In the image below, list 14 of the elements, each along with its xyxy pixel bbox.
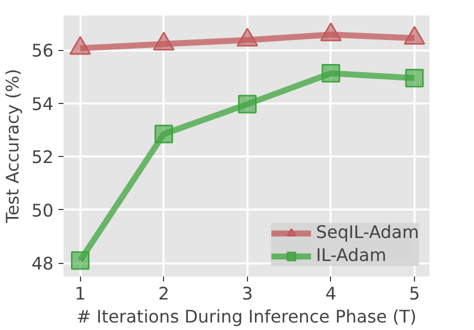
x-tick-label: 4 (325, 284, 336, 304)
y-tick-label: 50 (31, 201, 54, 222)
y-tick-label: 56 (31, 42, 54, 62)
x-tick-label: 3 (242, 284, 253, 304)
legend-label: IL-Adam (316, 246, 386, 266)
y-axis-title: Test Accuracy (%) (3, 68, 24, 224)
legend-label: SeqIL-Adam (316, 223, 419, 243)
x-tick-label: 2 (158, 284, 170, 304)
y-tick-label: 52 (31, 148, 54, 168)
x-axis-title: # Iterations During Inference Phase (T) (76, 308, 417, 328)
x-tick-label: 1 (74, 284, 86, 304)
y-tick-label: 54 (31, 94, 54, 115)
x-tick-label: 5 (408, 284, 420, 304)
y-tick-label: 48 (31, 254, 54, 275)
